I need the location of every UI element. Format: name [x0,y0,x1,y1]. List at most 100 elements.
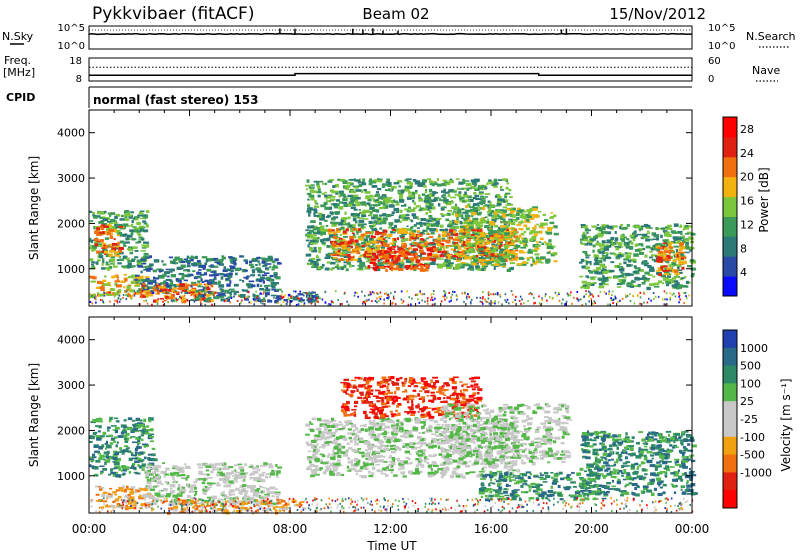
scatter-cell [93,445,98,448]
noise-cell [331,301,333,304]
scatter-cell [103,225,109,228]
scatter-cell [95,286,101,289]
scatter-cell [140,250,146,252]
noise-cell [305,292,307,295]
scatter-cell [636,233,643,236]
scatter-cell [690,274,695,278]
scatter-cell [169,491,174,494]
scatter-cell [123,426,128,428]
scatter-cell [451,221,455,224]
y-tick-label: 3000 [57,172,85,185]
scatter-cell [125,447,129,450]
scatter-cell [106,426,111,429]
noise-cell [679,298,681,301]
freq-left-tick-bottom: 8 [76,74,82,85]
scatter-cell [516,263,522,265]
scatter-cell [481,199,486,204]
scatter-cell [495,232,498,235]
scatter-cell [190,484,197,487]
scatter-cell [500,231,505,235]
scatter-cell [350,178,357,181]
scatter-cell [137,262,142,265]
scatter-cell [366,255,372,258]
scatter-cell [376,191,379,194]
noise-cell [90,294,93,297]
scatter-cell [327,228,332,232]
scatter-cell [451,206,457,210]
scatter-cell [499,243,503,247]
scatter-cell [674,282,677,285]
scatter-cell [98,231,103,235]
scatter-cell [381,248,385,251]
scatter-cell [134,278,138,281]
scatter-cell [379,203,386,205]
noise-cell [643,301,645,304]
scatter-cell [498,254,502,257]
scatter-cell [443,188,446,191]
scatter-cell [378,207,384,210]
scatter-cell [352,214,356,216]
scatter-cell [361,241,366,244]
noise-cell [133,290,136,293]
scatter-cell [274,274,278,278]
scatter-cell [447,209,452,212]
scatter-cell [185,259,191,263]
scatter-cell [623,261,627,265]
scatter-cell [455,263,461,268]
noise-cell [541,298,544,301]
scatter-cell [467,242,473,247]
noise-cell [529,292,532,295]
scatter-cell [116,224,122,227]
scatter-cell [375,256,379,260]
scatter-cell [415,222,421,225]
noise-cell [162,303,165,306]
scatter-cell [375,193,380,197]
scatter-cell [148,292,152,294]
scatter-cell [140,503,146,506]
scatter-cell [415,256,420,258]
scatter-cell [356,260,363,263]
scatter-cell [685,241,689,246]
scatter-cell [413,224,416,226]
scatter-cell [332,248,338,251]
noise-cell [451,293,454,296]
scatter-cell [114,452,120,456]
scatter-cell [350,191,357,194]
scatter-cell [104,442,108,445]
scatter-cell [149,440,154,443]
scatter-cell [521,263,527,266]
scatter-cell [496,202,502,206]
noise-cell [280,293,283,296]
scatter-cell [352,185,356,188]
scatter-cell [466,219,472,222]
scatter-cell [665,269,671,272]
scatter-cell [679,224,683,228]
scatter-cell [538,225,543,228]
scatter-cell [634,243,638,247]
scatter-cell [587,235,592,238]
scatter-cell [504,192,511,195]
scatter-cell [104,505,111,508]
scatter-cell [348,224,353,228]
scatter-cell [663,265,668,268]
scatter-cell [618,244,623,247]
scatter-cell [266,276,271,280]
scatter-cell [161,260,164,263]
scatter-cell [221,255,225,258]
scatter-cell [139,282,143,285]
scatter-cell [544,219,549,221]
scatter-cell [133,217,139,221]
scatter-cell [663,259,669,262]
scatter-cell [173,258,178,262]
scatter-cell [476,229,482,232]
noise-cell [593,300,596,303]
scatter-cell [198,289,203,291]
scatter-cell [248,260,252,264]
scatter-cell [425,189,428,192]
scatter-cell [258,473,265,477]
scatter-cell [497,226,501,230]
scatter-cell [348,256,351,260]
scatter-cell [190,284,193,288]
scatter-cell [401,214,406,218]
scatter-cell [200,292,203,296]
